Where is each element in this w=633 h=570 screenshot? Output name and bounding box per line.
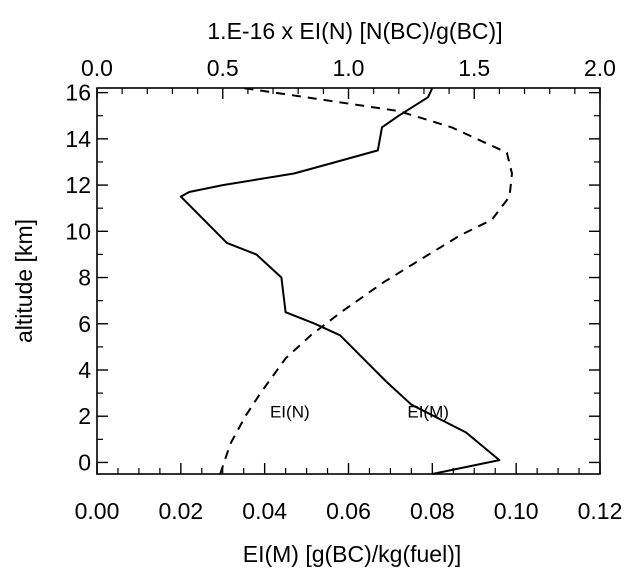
bottom-tick-label: 0.00 bbox=[75, 498, 120, 524]
top-tick-label: 0.5 bbox=[207, 55, 239, 81]
top-tick-label: 1.0 bbox=[333, 55, 365, 81]
annotations: EI(N) EI(M) bbox=[270, 403, 449, 422]
top-axis-title: 1.E-16 x EI(N) [N(BC)/g(BC)] bbox=[207, 18, 502, 44]
left-axis-ticks: 0 2 4 6 8 10 12 14 16 bbox=[65, 80, 108, 475]
y-tick-label: 6 bbox=[78, 311, 91, 337]
series-layer bbox=[179, 87, 513, 475]
plot-frame bbox=[96, 87, 601, 475]
y-axis-title: altitude [km] bbox=[11, 219, 37, 343]
bottom-tick-label: 0.02 bbox=[158, 498, 203, 524]
y-tick-label: 10 bbox=[65, 218, 91, 244]
bottom-tick-label: 0.06 bbox=[326, 498, 371, 524]
solid-series-eim bbox=[179, 87, 501, 475]
y-tick-label: 16 bbox=[65, 80, 91, 106]
y-tick-label: 2 bbox=[78, 403, 91, 429]
top-tick-label: 0.0 bbox=[81, 55, 113, 81]
bottom-axis-ticks: 0.00 0.02 0.04 0.06 0.08 0.10 0.12 bbox=[75, 463, 623, 524]
top-tick-label: 1.5 bbox=[458, 55, 490, 81]
y-tick-label: 14 bbox=[65, 126, 91, 152]
bottom-axis-title: EI(M) [g(BC)/kg(fuel)] bbox=[243, 541, 462, 567]
bottom-tick-label: 0.08 bbox=[410, 498, 455, 524]
right-axis-ticks bbox=[589, 91, 600, 464]
y-tick-label: 8 bbox=[78, 265, 91, 291]
top-tick-label: 2.0 bbox=[584, 55, 616, 81]
y-tick-label: 4 bbox=[78, 357, 91, 383]
dashed-series-ein bbox=[219, 87, 513, 475]
series-annotation: EI(N) bbox=[270, 403, 310, 422]
bottom-tick-label: 0.12 bbox=[578, 498, 623, 524]
bottom-tick-label: 0.04 bbox=[242, 498, 287, 524]
bottom-tick-label: 0.10 bbox=[494, 498, 539, 524]
series-annotation: EI(M) bbox=[407, 403, 449, 422]
top-axis-ticks: 0.0 0.5 1.0 1.5 2.0 bbox=[81, 55, 616, 99]
y-tick-label: 12 bbox=[65, 172, 91, 198]
y-tick-label: 0 bbox=[78, 449, 91, 475]
